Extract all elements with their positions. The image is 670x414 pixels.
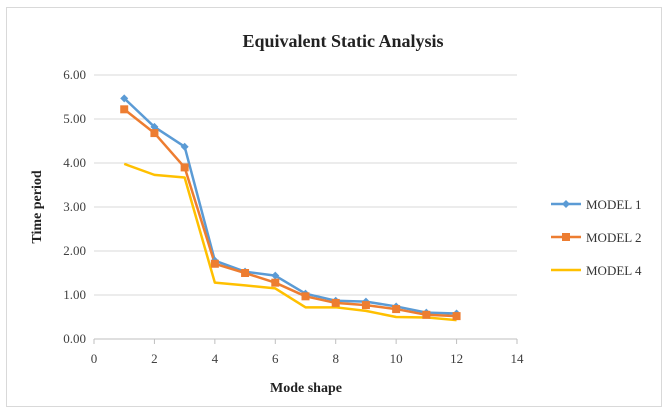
x-tick-label: 8 (332, 351, 339, 366)
data-point-model-2 (361, 301, 370, 310)
y-axis-label: Time period (30, 170, 45, 243)
axes (93, 338, 518, 344)
data-point-model-1 (120, 94, 129, 103)
x-tick-label: 10 (390, 351, 403, 366)
data-point-model-1 (271, 271, 280, 280)
legend-item-model-1: MODEL 1 (551, 197, 642, 212)
chart-title: Equivalent Static Analysis (242, 31, 443, 51)
x-tick-label: 4 (212, 351, 219, 366)
x-tick-label: 0 (91, 351, 98, 366)
tick-labels: 0.00 1.00 2.00 3.00 4.00 5.00 6.00 0 2 4 6 8 10 12 14 (63, 67, 524, 366)
data-point-model-1 (180, 142, 189, 151)
data-point-model-1 (150, 122, 159, 131)
series-line-model-4 (123, 162, 457, 322)
series-markers (120, 94, 461, 321)
data-point-model-2 (150, 129, 159, 138)
legend-label: MODEL 2 (586, 230, 642, 245)
series-lines (123, 97, 457, 322)
legend-item-model-4: MODEL 4 (551, 263, 642, 278)
legend-label: MODEL 4 (586, 263, 642, 278)
x-axis-label: Mode shape (270, 381, 342, 396)
data-point-model-2 (422, 310, 431, 319)
y-tick-label: 5.00 (63, 111, 86, 126)
series-line-model-2 (123, 108, 457, 318)
data-point-model-2 (180, 163, 189, 172)
x-tick-label: 2 (151, 351, 158, 366)
legend-item-model-2: MODEL 2 (551, 230, 642, 245)
y-tick-label: 4.00 (63, 155, 86, 170)
data-point-model-2 (392, 305, 401, 314)
data-point-model-2 (452, 312, 461, 321)
y-tick-label: 1.00 (63, 287, 86, 302)
y-tick-label: 6.00 (63, 67, 86, 82)
data-point-model-2 (301, 292, 310, 301)
data-point-model-2 (120, 105, 129, 114)
data-point-model-2 (241, 269, 250, 277)
grid-lines (94, 74, 517, 296)
data-point-model-2 (331, 298, 340, 307)
x-tick-label: 12 (450, 351, 463, 366)
data-point-model-2 (210, 259, 219, 268)
y-tick-label: 0.00 (63, 331, 86, 346)
legend: MODEL 1 MODEL 2 MODEL 4 (551, 197, 642, 278)
y-tick-label: 2.00 (63, 243, 86, 258)
data-point-model-2 (271, 278, 280, 287)
legend-label: MODEL 1 (586, 197, 642, 212)
series-line-model-1 (123, 97, 457, 315)
y-tick-label: 3.00 (63, 199, 86, 214)
legend-swatch-marker (562, 200, 570, 208)
x-tick-label: 6 (272, 351, 279, 366)
x-tick-label: 14 (511, 351, 525, 366)
legend-swatch-marker (562, 233, 570, 241)
